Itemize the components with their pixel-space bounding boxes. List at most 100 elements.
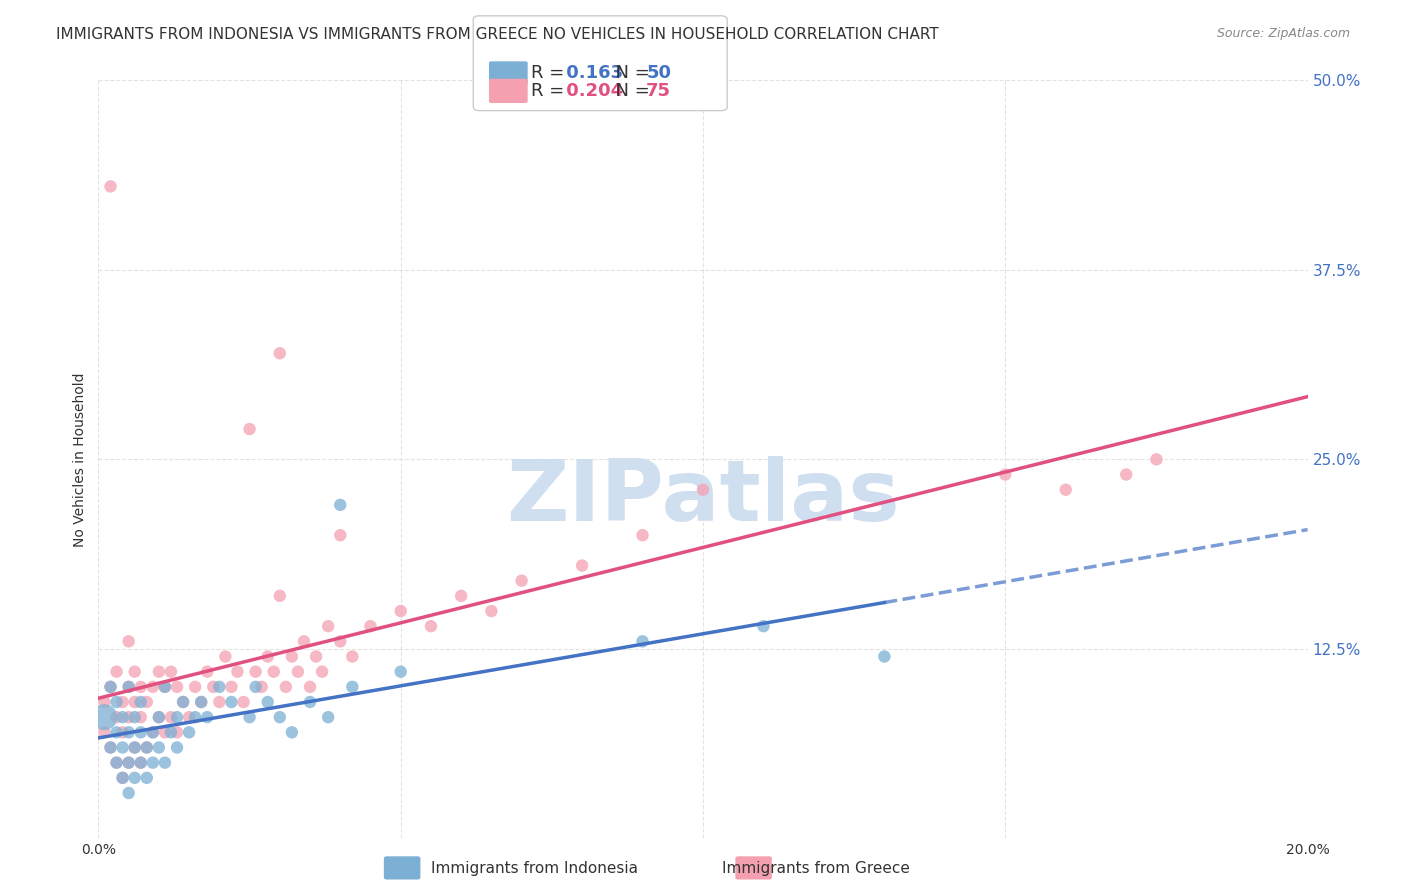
Point [342, 680, 364, 694]
Point [202, 680, 225, 694]
Point [692, 483, 714, 497]
Point [287, 665, 309, 679]
Point [142, 680, 165, 694]
FancyBboxPatch shape [384, 856, 420, 880]
Point [160, 725, 183, 739]
Point [221, 695, 243, 709]
Point [226, 665, 249, 679]
Text: 75: 75 [647, 82, 671, 100]
Point [166, 710, 188, 724]
Point [160, 710, 183, 724]
Point [1144, 452, 1167, 467]
Point [299, 695, 322, 709]
Point [221, 680, 243, 694]
Point [481, 604, 503, 618]
Point [124, 695, 146, 709]
Point [148, 710, 170, 724]
Point [111, 771, 134, 785]
Point [124, 771, 146, 785]
Point [166, 740, 188, 755]
Point [214, 649, 236, 664]
Text: Immigrants from Indonesia: Immigrants from Indonesia [430, 861, 638, 876]
Text: N =: N = [603, 82, 655, 100]
Point [510, 574, 533, 588]
FancyBboxPatch shape [489, 78, 527, 103]
Point [100, 680, 122, 694]
Point [100, 740, 122, 755]
Point [239, 710, 262, 724]
Point [129, 756, 152, 770]
Text: ZIPatlas: ZIPatlas [506, 456, 900, 539]
Point [420, 619, 443, 633]
Point [190, 695, 212, 709]
Point [100, 740, 122, 755]
Point [571, 558, 593, 573]
Point [281, 649, 304, 664]
Point [256, 695, 278, 709]
Point [172, 695, 194, 709]
Point [124, 740, 146, 755]
Point [111, 710, 134, 724]
Point [142, 725, 165, 739]
Point [299, 680, 322, 694]
Point [160, 665, 183, 679]
Text: Source: ZipAtlas.com: Source: ZipAtlas.com [1216, 27, 1350, 40]
Point [269, 710, 291, 724]
Point [172, 695, 194, 709]
Point [232, 695, 254, 709]
Point [450, 589, 472, 603]
Point [179, 710, 201, 724]
Point [111, 771, 134, 785]
Point [311, 665, 333, 679]
FancyBboxPatch shape [474, 16, 727, 111]
Point [105, 756, 128, 770]
Point [316, 619, 339, 633]
Point [129, 710, 152, 724]
Text: IMMIGRANTS FROM INDONESIA VS IMMIGRANTS FROM GREECE NO VEHICLES IN HOUSEHOLD COR: IMMIGRANTS FROM INDONESIA VS IMMIGRANTS … [56, 27, 939, 42]
Point [166, 725, 188, 739]
Point [153, 725, 176, 739]
Point [1115, 467, 1137, 482]
Text: 0.204: 0.204 [561, 82, 623, 100]
Point [135, 740, 157, 755]
Point [100, 680, 122, 694]
Point [153, 680, 176, 694]
Point [360, 619, 382, 633]
FancyBboxPatch shape [735, 856, 772, 880]
Point [316, 710, 339, 724]
Point [93, 725, 115, 739]
Point [190, 695, 212, 709]
Point [305, 649, 328, 664]
Point [994, 467, 1017, 482]
Text: 50: 50 [647, 64, 671, 82]
Point [111, 740, 134, 755]
Point [153, 756, 176, 770]
Point [129, 756, 152, 770]
Point [135, 771, 157, 785]
Point [342, 649, 364, 664]
Point [118, 680, 141, 694]
Point [105, 695, 128, 709]
Point [153, 680, 176, 694]
Point [239, 422, 262, 436]
Point [329, 528, 352, 542]
Point [292, 634, 315, 648]
Point [118, 756, 141, 770]
Point [118, 710, 141, 724]
Text: 0.163: 0.163 [561, 64, 623, 82]
Text: R =: R = [531, 64, 571, 82]
Point [263, 665, 285, 679]
Point [179, 725, 201, 739]
Point [195, 710, 218, 724]
Point [195, 665, 218, 679]
Point [148, 665, 170, 679]
Point [129, 725, 152, 739]
Point [208, 680, 231, 694]
Point [752, 619, 775, 633]
Point [631, 528, 654, 542]
Point [256, 649, 278, 664]
Point [166, 680, 188, 694]
Point [245, 665, 267, 679]
Point [124, 710, 146, 724]
Point [389, 604, 412, 618]
